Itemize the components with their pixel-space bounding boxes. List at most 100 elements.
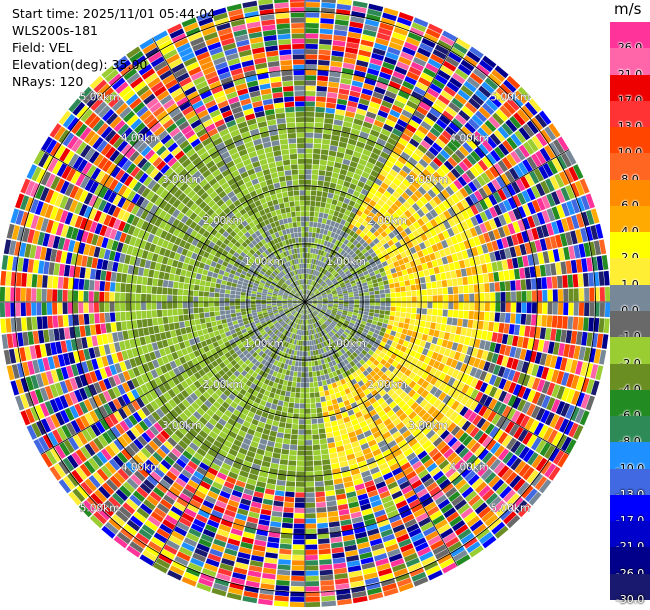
velocity-bin — [472, 68, 487, 81]
velocity-bin — [448, 294, 454, 302]
velocity-bin — [506, 437, 517, 451]
velocity-bin — [347, 286, 353, 291]
velocity-bin — [320, 574, 334, 581]
velocity-bin — [261, 578, 276, 585]
velocity-bin — [319, 319, 324, 324]
velocity-bin — [292, 344, 296, 350]
velocity-bin — [441, 239, 449, 249]
velocity-bin — [332, 306, 338, 309]
velocity-bin — [484, 514, 499, 527]
velocity-bin — [493, 129, 506, 143]
velocity-bin — [408, 66, 422, 77]
velocity-bin — [386, 258, 393, 265]
velocity-bin — [429, 466, 441, 477]
velocity-bin — [439, 444, 451, 455]
velocity-bin — [323, 329, 328, 335]
velocity-bin — [398, 137, 409, 147]
velocity-bin — [455, 114, 467, 126]
velocity-bin — [241, 465, 251, 473]
velocity-bin — [530, 153, 542, 167]
velocity-bin — [326, 437, 335, 444]
velocity-bin — [534, 326, 541, 339]
velocity-bin — [314, 254, 318, 260]
velocity-bin — [514, 347, 522, 359]
velocity-bin — [457, 463, 469, 474]
velocity-bin — [325, 340, 330, 346]
velocity-bin — [300, 340, 303, 346]
velocity-bin — [366, 280, 373, 285]
velocity-bin — [406, 142, 417, 152]
velocity-bin — [479, 370, 488, 381]
velocity-bin — [356, 163, 365, 171]
velocity-bin — [323, 269, 328, 275]
velocity-bin — [397, 504, 410, 514]
velocity-bin — [256, 481, 266, 488]
velocity-bin — [530, 278, 537, 290]
velocity-bin — [310, 403, 316, 409]
velocity-bin — [343, 297, 349, 300]
velocity-bin — [307, 290, 310, 296]
velocity-bin — [277, 400, 284, 407]
velocity-bin — [426, 261, 434, 269]
velocity-bin — [491, 112, 505, 126]
velocity-bin — [318, 543, 331, 550]
velocity-bin — [305, 513, 316, 519]
velocity-bin — [240, 498, 252, 506]
velocity-bin — [364, 261, 370, 267]
velocity-bin — [400, 312, 406, 318]
velocity-bin — [317, 527, 329, 534]
velocity-bin — [306, 309, 309, 314]
velocity-bin — [307, 299, 312, 302]
velocity-bin — [394, 435, 405, 444]
velocity-bin — [448, 122, 460, 133]
velocity-bin — [349, 183, 357, 190]
velocity-bin — [400, 222, 408, 230]
velocity-bin — [381, 260, 388, 267]
velocity-bin — [476, 175, 487, 187]
velocity-bin — [509, 246, 517, 258]
velocity-bin — [213, 330, 220, 337]
velocity-bin — [376, 377, 384, 385]
velocity-bin — [405, 312, 411, 319]
velocity-bin — [262, 428, 271, 436]
velocity-bin — [508, 324, 515, 335]
velocity-bin — [317, 349, 322, 355]
velocity-bin — [341, 163, 349, 171]
velocity-bin — [360, 408, 369, 416]
velocity-bin — [433, 266, 440, 274]
velocity-bin — [358, 292, 365, 297]
velocity-bin — [395, 421, 405, 431]
velocity-bin — [324, 224, 330, 231]
velocity-bin — [383, 280, 389, 286]
velocity-bin — [398, 182, 408, 192]
velocity-bin — [426, 131, 438, 142]
velocity-bin — [350, 402, 358, 409]
velocity-bin — [312, 264, 315, 270]
velocity-bin — [327, 273, 333, 279]
velocity-bin — [328, 324, 334, 330]
velocity-bin — [365, 244, 372, 252]
velocity-bin — [351, 390, 358, 397]
velocity-bin — [342, 214, 349, 221]
velocity-bin — [348, 501, 360, 509]
velocity-bin — [468, 356, 476, 366]
velocity-bin — [301, 319, 304, 325]
velocity-bin — [315, 201, 321, 207]
velocity-bin — [321, 406, 328, 413]
velocity-bin — [327, 350, 332, 357]
velocity-bin — [461, 344, 469, 354]
velocity-bin — [421, 308, 427, 315]
velocity-bin — [367, 439, 377, 447]
velocity-bin — [318, 423, 325, 429]
velocity-bin — [380, 381, 388, 389]
velocity-bin — [547, 302, 553, 315]
velocity-bin — [278, 367, 284, 374]
velocity-bin — [487, 410, 497, 423]
velocity-bin — [359, 334, 366, 340]
velocity-bin — [312, 334, 315, 340]
velocity-bin — [378, 245, 386, 253]
velocity-bin — [362, 83, 375, 91]
velocity-bin — [341, 471, 352, 478]
velocity-bin — [248, 565, 263, 573]
